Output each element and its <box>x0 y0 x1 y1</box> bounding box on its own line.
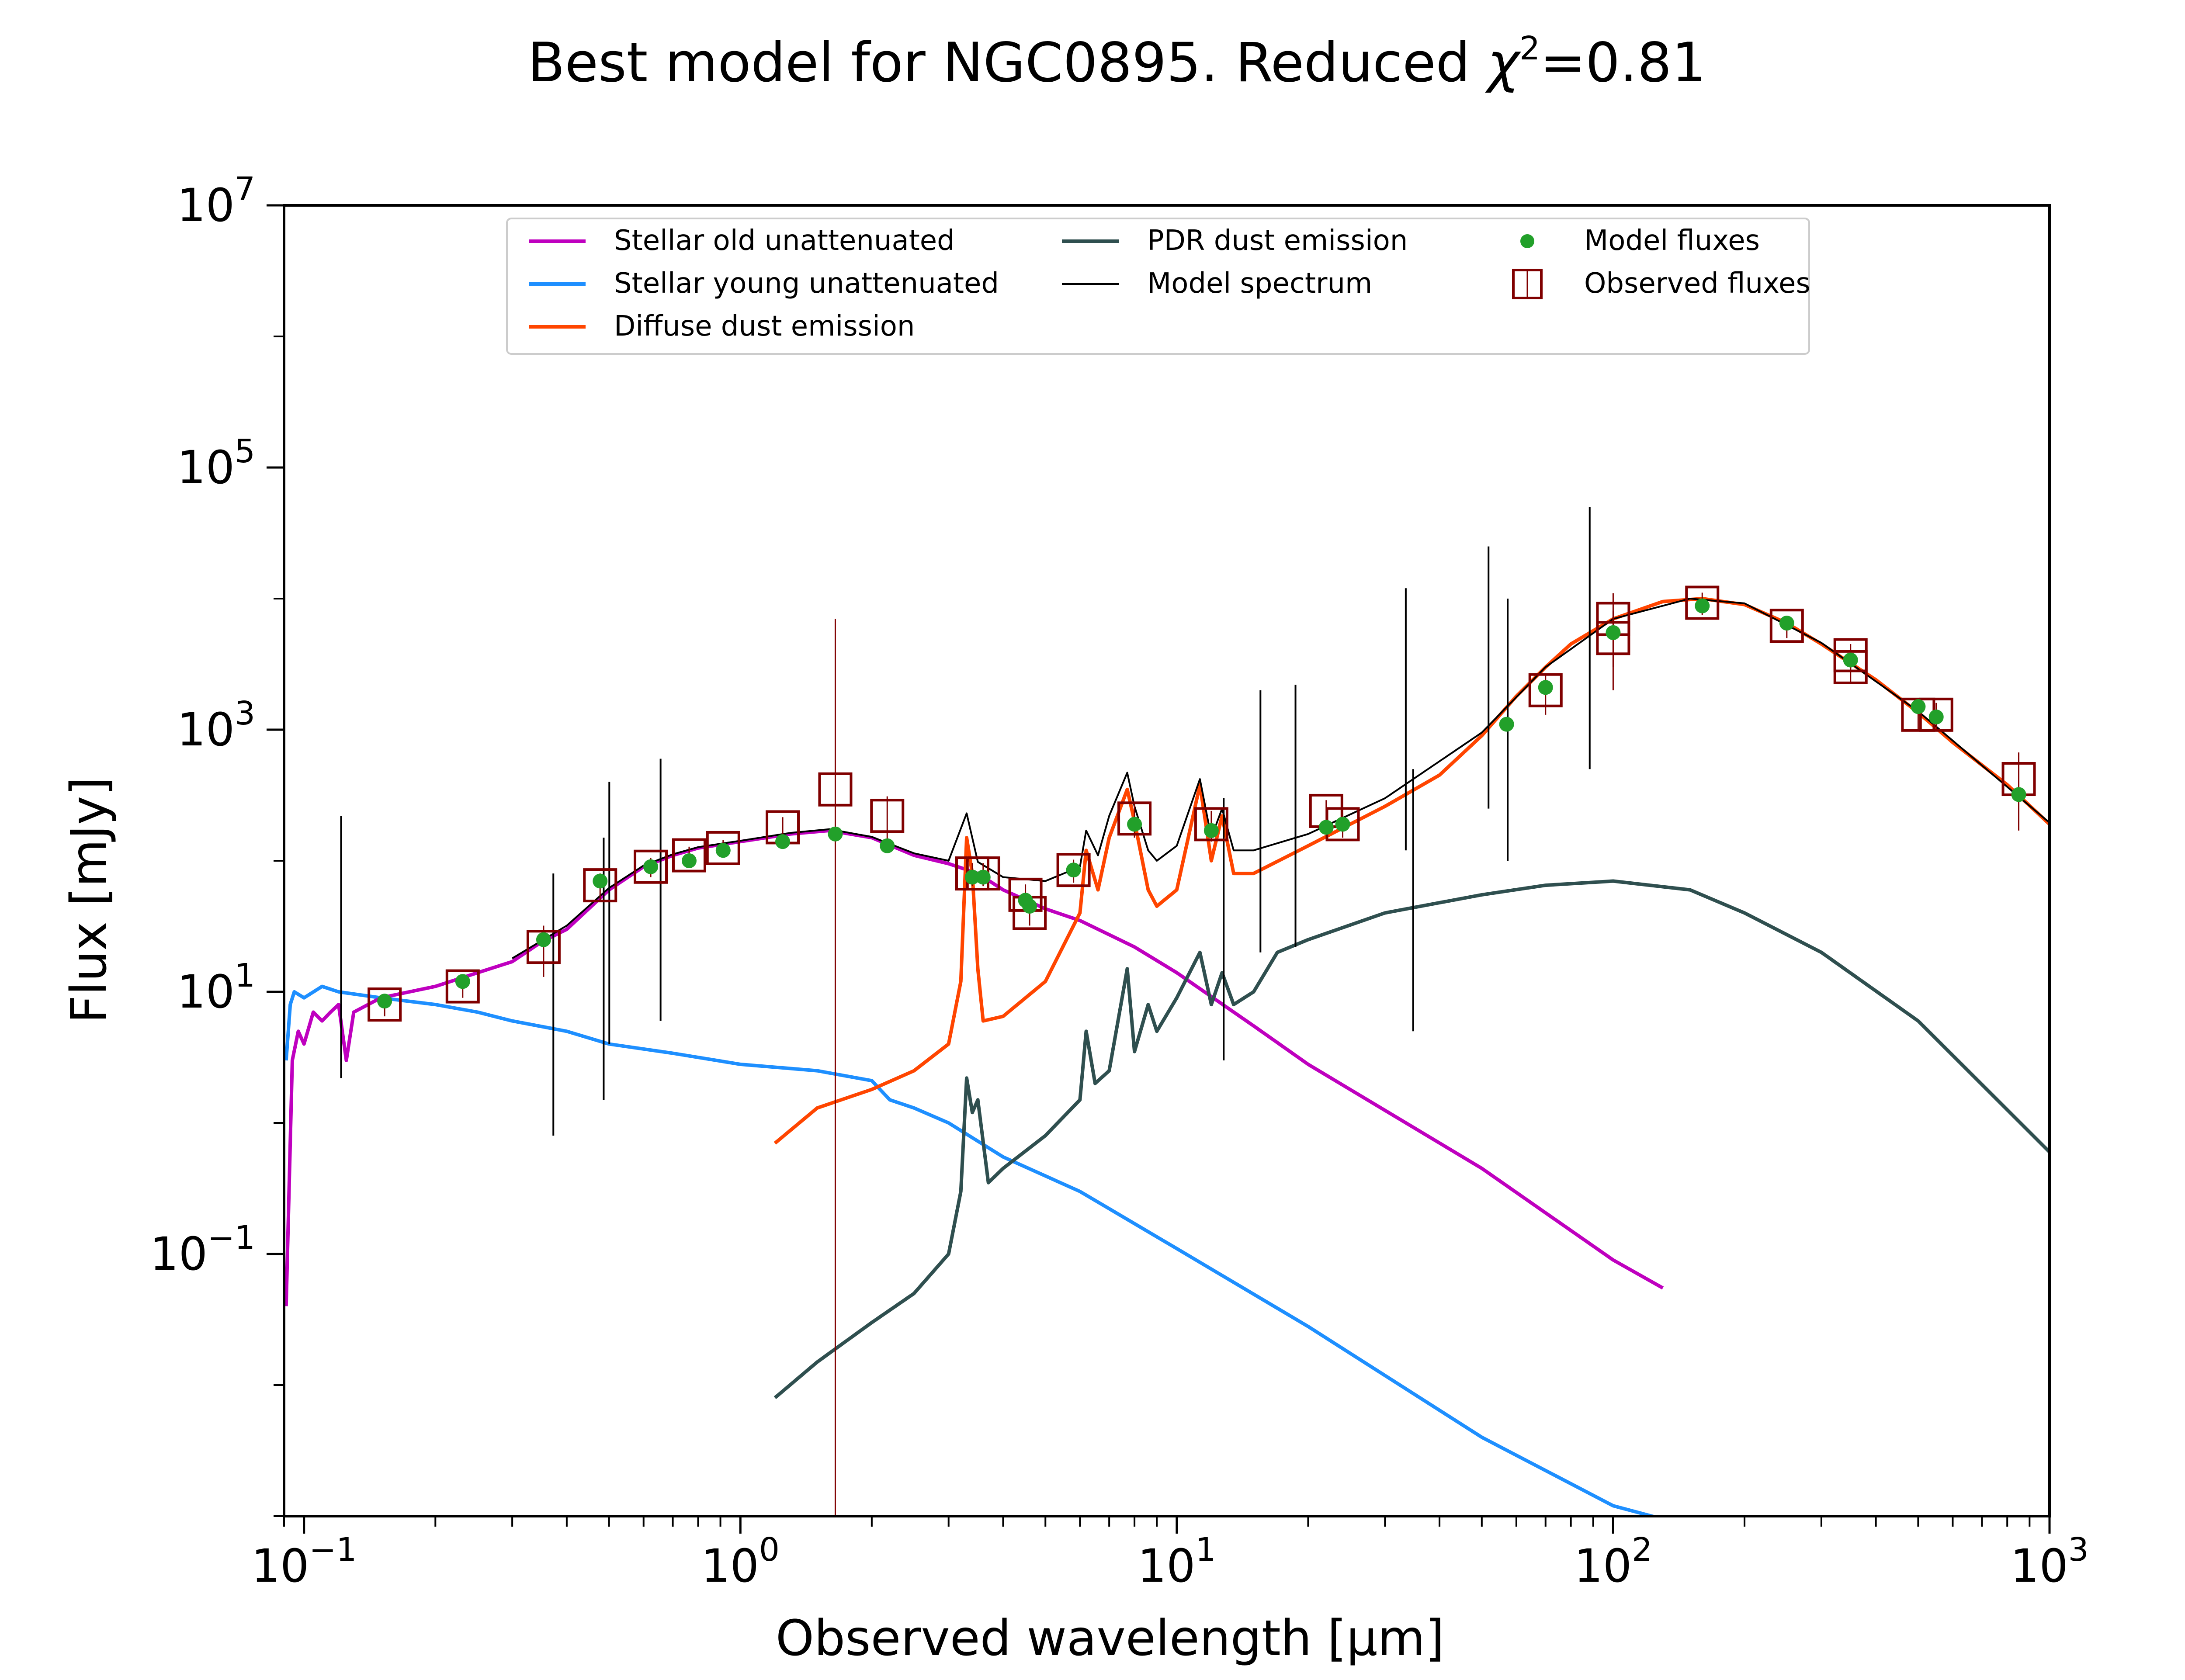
model-flux-marker <box>1911 699 1926 714</box>
model-flux-marker <box>1318 820 1334 835</box>
model-flux-marker <box>1843 652 1858 668</box>
x-tick-label: 100 <box>701 1531 780 1593</box>
model-flux-marker <box>880 838 895 853</box>
chart-title-exponent: 2 <box>1519 30 1540 67</box>
legend-label-stellar-young-unattenuated: Stellar young unattenuated <box>614 267 999 300</box>
observed-flux-marker <box>1919 697 1953 732</box>
y-tick-label: 107 <box>177 170 255 232</box>
model-flux-marker <box>964 869 980 885</box>
observed-flux-marker <box>1596 621 1630 655</box>
observed-flux-marker <box>583 868 617 903</box>
series-line-model-spectrum <box>512 598 2050 960</box>
observed-flux-marker <box>1117 801 1152 836</box>
observed-flux-marker <box>368 987 402 1022</box>
model-flux-marker <box>1779 616 1794 631</box>
observed-flux-marker <box>818 772 853 807</box>
legend-handle-model-fluxes <box>1520 234 1534 248</box>
legend-label-model-spectrum: Model spectrum <box>1147 267 1372 300</box>
x-tick-label: 103 <box>2010 1531 2088 1593</box>
model-flux-marker <box>975 869 991 885</box>
model-flux-marker <box>1127 817 1142 832</box>
chart-title-suffix: =0.81 <box>1540 31 1706 94</box>
series-line-stellar-young-unattenuated <box>284 984 1659 1516</box>
model-flux-marker <box>593 873 608 889</box>
observed-flux-marker <box>1833 650 1868 684</box>
observed-flux-marker <box>870 799 905 833</box>
model-flux-marker <box>2011 787 2026 802</box>
observed-flux-marker <box>634 849 668 884</box>
model-flux-marker <box>643 859 659 874</box>
model-flux-marker <box>536 932 551 947</box>
x-tick-label: 101 <box>1138 1531 1216 1593</box>
x-tick-label: 102 <box>1574 1531 1652 1593</box>
observed-flux-marker <box>706 831 740 865</box>
model-flux-marker <box>1928 709 1944 724</box>
model-flux-marker <box>1335 817 1350 832</box>
y-axis-label: Flux [mJy] <box>61 777 118 1023</box>
legend-label-diffuse-dust-emission: Diffuse dust emission <box>614 310 915 343</box>
model-flux-marker <box>455 974 470 989</box>
y-tick-label: 101 <box>177 957 255 1018</box>
x-axis-label: Observed wavelength [μm] <box>776 1610 1444 1667</box>
model-flux-marker <box>1695 598 1710 613</box>
legend-label-model-fluxes: Model fluxes <box>1584 225 1760 257</box>
model-flux-marker <box>1606 625 1621 640</box>
observed-flux-marker <box>1528 673 1563 707</box>
model-flux-marker <box>775 834 791 849</box>
chart-title-prefix: Best model for NGC0895. Reduced <box>528 31 1488 94</box>
model-flux-marker <box>1022 899 1037 914</box>
legend-label-observed-fluxes: Observed fluxes <box>1584 267 1810 300</box>
model-flux-marker <box>715 843 731 858</box>
model-flux-marker <box>377 994 392 1009</box>
model-flux-marker <box>1538 680 1553 695</box>
series-line-pdr-dust-emission <box>773 879 2050 1399</box>
model-flux-marker <box>1066 863 1081 878</box>
observed-flux-marker <box>1194 807 1228 842</box>
observed-flux-marker <box>1685 585 1720 620</box>
observed-flux-marker <box>1769 609 1804 643</box>
model-flux-marker <box>828 826 843 842</box>
observed-flux-marker <box>445 969 480 1004</box>
chart-title: Best model for NGC0895. Reduced χ2=0.81 <box>528 30 1706 94</box>
legend-box <box>506 218 1810 355</box>
observed-flux-marker <box>1056 853 1091 887</box>
x-tick-label: 10−1 <box>251 1531 357 1593</box>
legend: Stellar old unattenuated Stellar young un… <box>506 218 1810 355</box>
y-tick-label: 105 <box>177 433 255 494</box>
model-flux-marker <box>1499 717 1514 732</box>
plot-area <box>284 507 2050 1516</box>
y-tick-label: 10−1 <box>150 1219 255 1281</box>
model-flux-marker <box>681 853 697 868</box>
y-tick-label: 103 <box>177 695 255 756</box>
legend-label-pdr-dust-emission: PDR dust emission <box>1147 225 1408 257</box>
observed-flux-marker <box>526 930 561 964</box>
chart-title-symbol: χ <box>1485 31 1522 94</box>
legend-label-stellar-old-unattenuated: Stellar old unattenuated <box>614 225 955 257</box>
observed-flux-marker <box>672 838 706 873</box>
axes: 10−1 100 101 102 103 10−1 101 103 105 107 <box>150 170 2089 1593</box>
model-flux-marker <box>1203 823 1219 838</box>
